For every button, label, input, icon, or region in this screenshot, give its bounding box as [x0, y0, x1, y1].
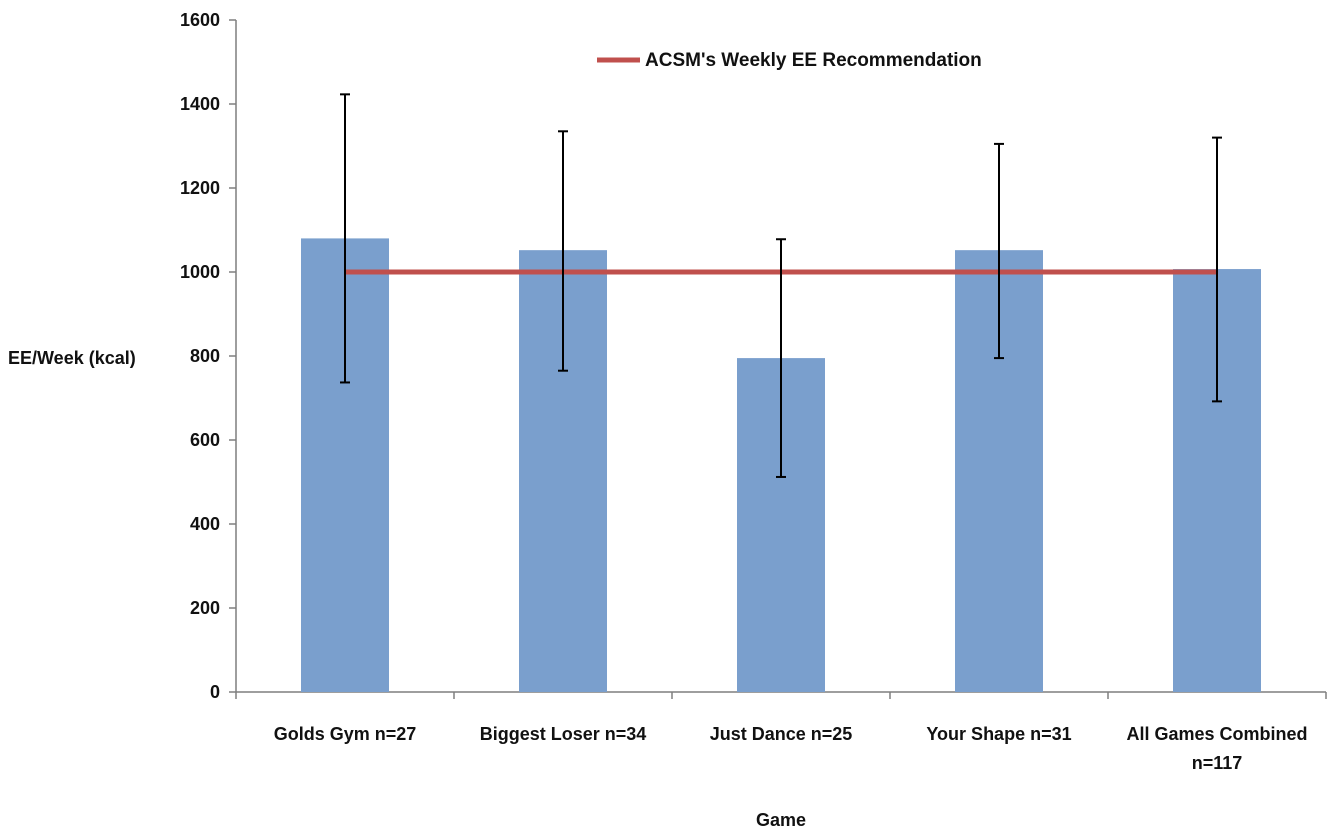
y-tick-label: 200: [190, 598, 220, 618]
x-category-label-line: Golds Gym n=27: [274, 724, 417, 744]
x-category-label: All Games Combined n=117: [1126, 724, 1307, 773]
x-axis: Golds Gym n=27 Biggest Loser n=34 Just Dan…: [235, 691, 1327, 773]
y-tick-label: 0: [210, 682, 220, 702]
legend: ACSM's Weekly EE Recommendation: [597, 50, 982, 71]
y-tick-label: 600: [190, 430, 220, 450]
error-bars: [340, 93, 1222, 478]
y-axis-title: EE/Week (kcal): [8, 348, 136, 368]
x-category-label: Biggest Loser n=34: [480, 724, 647, 744]
x-category-label: Just Dance n=25: [710, 724, 853, 744]
x-category-label-line: n=117: [1192, 753, 1243, 773]
y-tick-label: 800: [190, 346, 220, 366]
y-tick-label: 1200: [180, 178, 220, 198]
y-tick-label: 1400: [180, 94, 220, 114]
legend-label: ACSM's Weekly EE Recommendation: [645, 50, 982, 71]
y-tick-label: 1600: [180, 10, 220, 30]
x-category-label-line: Just Dance n=25: [710, 724, 853, 744]
x-axis-title: Game: [756, 810, 806, 830]
x-category-label-line: Your Shape n=31: [926, 724, 1071, 744]
y-tick-label: 400: [190, 514, 220, 534]
y-axis: 0 200 400 600 800 1000 1200 1400 1600: [180, 10, 237, 702]
x-category-label: Golds Gym n=27: [274, 724, 417, 744]
x-category-label-line: All Games Combined: [1126, 724, 1307, 744]
y-tick-label: 1000: [180, 262, 220, 282]
x-category-label: Your Shape n=31: [926, 724, 1071, 744]
x-category-label-line: Biggest Loser n=34: [480, 724, 647, 744]
